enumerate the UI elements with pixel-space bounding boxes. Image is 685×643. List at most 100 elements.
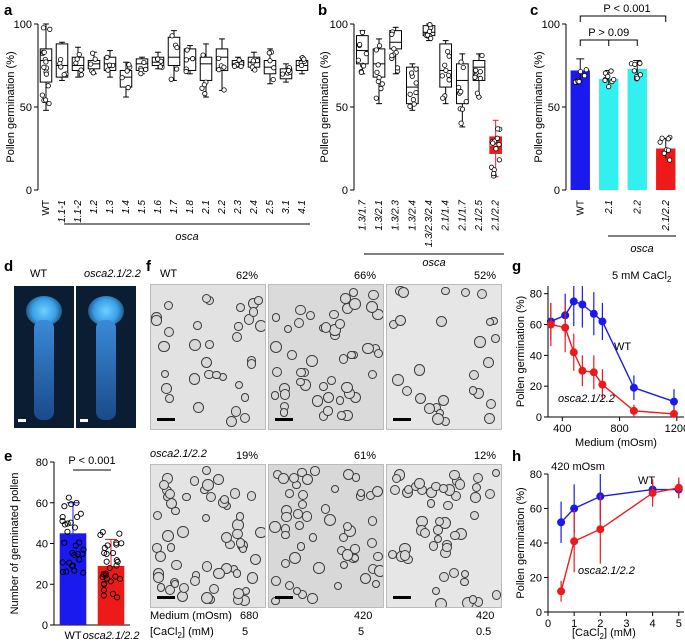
data-point (112, 573, 119, 580)
panel-a-box-1.5 (135, 56, 149, 77)
pollen-grain (193, 402, 204, 414)
pollen-grain (161, 370, 170, 379)
panel-h-legend-WT: WT (638, 475, 655, 487)
data-point (407, 103, 413, 109)
pollen-grain (319, 382, 329, 391)
panel-a-box-2.1 (199, 43, 213, 98)
panel-a-box-1.8 (183, 45, 197, 75)
pollen-grain (474, 336, 486, 348)
panel-f-percent-4: 19% (236, 450, 259, 462)
data-marker (570, 504, 579, 513)
data-point (443, 67, 449, 74)
data-point (109, 590, 116, 597)
data-point (496, 157, 502, 163)
micrograph-mutant-2 (268, 464, 384, 608)
data-point (665, 136, 671, 142)
pollen-grain (296, 542, 306, 551)
panel-a-group-label: osca (175, 231, 198, 243)
data-point (267, 58, 273, 64)
data-point (494, 135, 500, 141)
data-point (458, 120, 464, 126)
pollen-grain (156, 583, 166, 592)
panel-letter-c: c (530, 2, 539, 19)
panel-a-tick-label: 3.1 (281, 200, 292, 214)
data-point (359, 29, 366, 35)
panel-e-tick-label: osca2.1/2.2 (83, 630, 140, 642)
data-point (102, 572, 109, 579)
pollen-grain (301, 473, 314, 486)
pollen-grain (371, 485, 383, 498)
panel-letter-h: h (512, 448, 522, 465)
pollen-grain (164, 300, 174, 310)
data-marker (629, 406, 638, 415)
panel-a-tick-label: 1.7 (169, 200, 180, 214)
panel-a-box-2.2 (215, 38, 229, 93)
panel-a-box-1.6 (151, 51, 165, 70)
panel-letter-b: b (318, 2, 328, 19)
pollen-grain (221, 531, 233, 544)
pollen-grain (334, 319, 345, 329)
data-point (611, 76, 617, 83)
data-point (216, 67, 222, 73)
data-marker (578, 366, 587, 375)
data-point (355, 57, 362, 63)
data-marker (648, 488, 657, 497)
panel-c-y-tick-label: 0 (554, 185, 560, 197)
data-point (40, 25, 47, 31)
pollen-grain (301, 511, 313, 522)
pollen-grain (362, 342, 374, 355)
data-point (113, 541, 120, 548)
data-point (456, 84, 462, 91)
micrograph-wt-2 (268, 284, 384, 430)
pollen-grain (292, 587, 301, 596)
data-point (174, 66, 180, 72)
pollen-grain (477, 289, 488, 300)
pollen-grain (320, 504, 330, 514)
data-point (363, 51, 369, 57)
data-point (66, 559, 73, 566)
panel-a-box-1.7 (167, 30, 181, 82)
pollen-grain (337, 410, 346, 420)
pollen-grain (170, 579, 179, 588)
data-point (141, 59, 147, 66)
data-point (375, 62, 381, 68)
data-point (76, 539, 83, 546)
pollen-grain (178, 582, 189, 593)
series-line (550, 300, 675, 403)
data-point (64, 528, 71, 535)
panel-b-tick-label: 1.3/2.1 (374, 200, 385, 231)
data-marker (557, 518, 566, 527)
data-marker (669, 397, 678, 406)
data-point (42, 97, 49, 103)
pollen-grain (202, 293, 212, 303)
pollen-grain (432, 412, 445, 425)
pollen-grain (483, 356, 495, 368)
pollen-grain (373, 564, 383, 577)
pistil-image-wt (14, 286, 74, 428)
panel-letter-e: e (4, 448, 13, 465)
panel-c-bar-WT (570, 58, 590, 190)
pollen-grain (333, 581, 342, 591)
pollen-grain (230, 406, 241, 417)
pollen-grain (151, 315, 162, 326)
pollen-grain (492, 590, 501, 600)
data-point (78, 72, 85, 78)
data-point (634, 75, 640, 81)
pollen-grain (335, 396, 344, 405)
pollen-grain (419, 528, 430, 539)
data-point (45, 83, 51, 89)
panel-b-y-title: Pollen germination (%) (319, 51, 331, 162)
data-point (357, 41, 363, 48)
data-point (458, 59, 464, 65)
panel-c-bar-2.1/2.2 (656, 134, 676, 190)
data-point (76, 556, 83, 563)
pollen-grain (348, 288, 358, 298)
data-point (80, 546, 87, 553)
data-point (71, 524, 78, 531)
panel-b-box-2.1/1.4 (439, 40, 453, 105)
pollen-grain (231, 332, 242, 343)
data-point (238, 63, 244, 69)
pollen-grain (367, 516, 377, 526)
pollen-grain (254, 526, 265, 539)
